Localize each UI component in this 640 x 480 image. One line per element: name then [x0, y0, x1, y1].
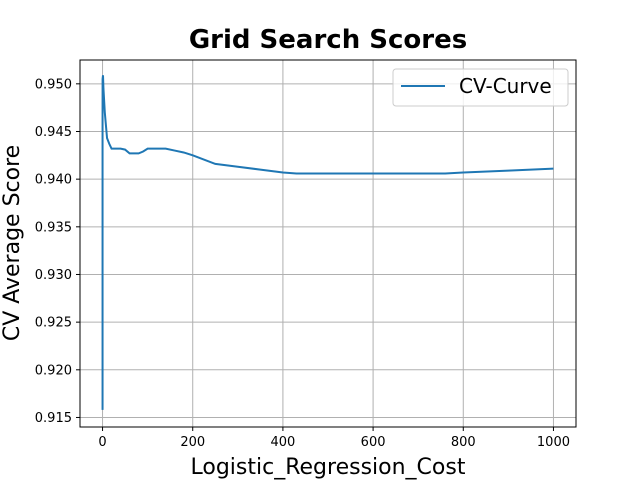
chart-title: Grid Search Scores	[189, 25, 467, 55]
y-tick-label: 0.945	[35, 125, 72, 140]
legend-label: CV-Curve	[459, 74, 552, 98]
y-tick-label: 0.930	[35, 268, 72, 283]
x-tick-label: 0	[98, 435, 106, 450]
y-tick-label: 0.925	[35, 316, 72, 331]
x-tick-label: 800	[451, 435, 476, 450]
x-tick-label: 200	[180, 435, 205, 450]
legend-box	[392, 68, 569, 107]
y-tick-label: 0.920	[35, 363, 72, 378]
x-axis-label: Logistic_Regression_Cost	[191, 455, 466, 480]
x-tick-label: 1000	[537, 435, 570, 450]
axis-ticks: 0 200 400 600 800 1000 0.915 0.920 0.925 0.930 0.9…	[35, 77, 570, 450]
cv-curve-line	[101, 75, 554, 410]
grid-lines	[80, 60, 576, 427]
x-tick-label: 600	[361, 435, 386, 450]
y-tick-label: 0.940	[35, 173, 72, 188]
y-tick-label: 0.950	[35, 77, 72, 92]
y-axis-label: CV Average Score	[0, 145, 25, 341]
y-tick-label: 0.935	[35, 220, 72, 235]
x-tick-label: 400	[270, 435, 295, 450]
y-tick-label: 0.915	[35, 411, 72, 426]
plot-frame	[79, 59, 577, 428]
legend: CV-Curve	[392, 68, 569, 107]
